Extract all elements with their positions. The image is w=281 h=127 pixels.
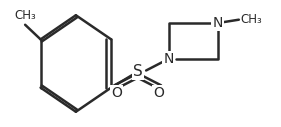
Text: O: O [111, 86, 122, 100]
Text: O: O [153, 86, 164, 100]
Text: CH₃: CH₃ [14, 9, 36, 22]
Text: N: N [164, 52, 174, 66]
Text: N: N [213, 16, 223, 30]
Text: CH₃: CH₃ [240, 13, 262, 26]
Text: S: S [133, 64, 142, 79]
